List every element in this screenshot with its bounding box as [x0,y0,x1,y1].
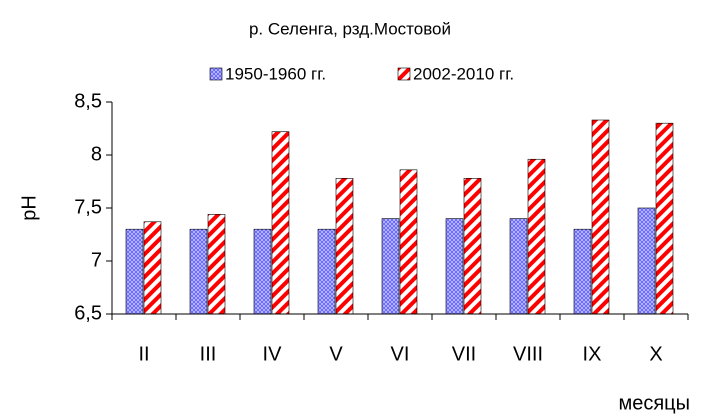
bar [637,207,656,315]
bar [399,169,418,315]
bar [463,178,482,315]
bar [207,214,226,315]
bar [591,119,610,315]
bar [143,221,162,315]
x-tick-label: VI [391,343,410,365]
bar [381,218,400,315]
x-tick-label: VII [452,343,476,365]
bar [445,218,464,315]
x-tick-label: IV [263,343,283,365]
legend-swatch [209,67,223,81]
legend-label: 2002-2010 гг. [413,64,514,83]
bar [335,178,354,315]
chart-title: р. Селенга, рзд.Мостовой [249,19,451,38]
x-tick-label: III [200,343,217,365]
x-axis-label: месяцы [618,392,690,414]
y-axis-label: pH [18,195,40,221]
bar [125,228,144,315]
bar [317,228,336,315]
x-tick-label: II [138,343,149,365]
bar [509,218,528,315]
y-tick-label: 6,5 [74,302,102,324]
x-tick-label: V [329,343,343,365]
legend-swatch [397,67,411,81]
bar [573,228,592,315]
x-tick-label: VIII [513,343,543,365]
bar [189,228,208,315]
bar [271,131,290,315]
y-tick-label: 7 [91,249,102,271]
bar [253,228,272,315]
legend-label: 1950-1960 гг. [225,64,326,83]
x-tick-label: X [649,343,662,365]
y-tick-label: 8,5 [74,90,102,112]
y-tick-label: 8 [91,143,102,165]
bar [655,122,674,315]
bar [527,158,546,315]
y-tick-label: 7,5 [74,196,102,218]
x-tick-label: IX [583,343,602,365]
